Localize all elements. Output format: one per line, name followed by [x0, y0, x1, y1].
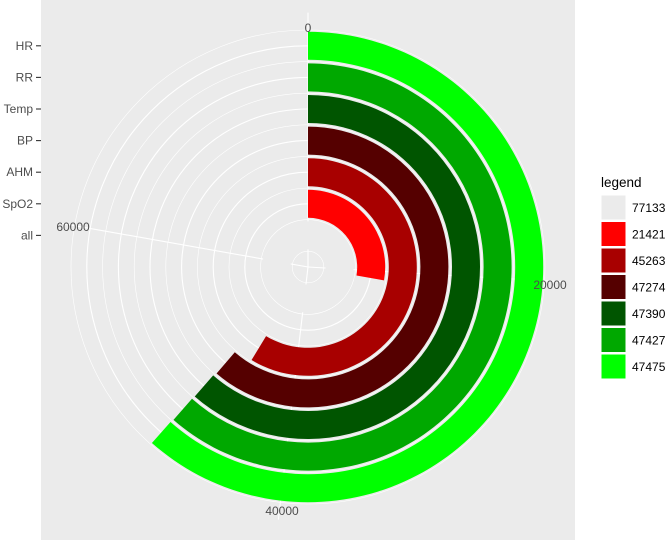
legend-swatch	[600, 221, 627, 247]
legend-label: 47390	[632, 307, 666, 321]
bar-rr	[173, 63, 512, 471]
bars-layer	[151, 31, 544, 503]
bar-temp	[194, 95, 481, 440]
legend-swatch	[600, 327, 627, 353]
legend-label: 47427	[632, 334, 666, 348]
legend-label: 45263	[632, 254, 666, 268]
angle-tick-label-0: 0	[305, 21, 312, 35]
angle-tick-labels: 0 20000 40000 60000	[56, 21, 567, 518]
angle-tick-label-60000: 60000	[56, 220, 90, 234]
radial-tick-label: SpO2	[2, 197, 33, 211]
angle-tick-label-20000: 20000	[533, 278, 567, 292]
legend: legend 77133 21421 45263 47274 47390 47427 474…	[600, 175, 666, 380]
radial-tick-label: AHM	[6, 165, 33, 179]
radial-tick-label: all	[21, 228, 33, 242]
legend-swatch	[600, 353, 627, 380]
radial-tick-label: RR	[16, 70, 34, 84]
bar-all	[262, 221, 354, 313]
angle-tick-label-40000: 40000	[265, 504, 299, 518]
legend-label: 77133	[632, 201, 666, 215]
legend-title: legend	[601, 175, 642, 190]
radial-tick-label: BP	[17, 134, 33, 148]
bar-ahm	[251, 158, 417, 376]
legend-swatch	[600, 274, 627, 300]
bar-hr	[151, 31, 544, 503]
legend-label: 47274	[632, 281, 666, 295]
radial-tick-label: HR	[16, 39, 34, 53]
bar-bp	[216, 126, 449, 408]
legend-label: 47475	[632, 360, 666, 374]
legend-swatch	[600, 300, 627, 327]
legend-items: 77133 21421 45263 47274 47390 47427 47475	[600, 194, 666, 380]
radial-axis: HR RR Temp BP AHM SpO2 all	[2, 39, 41, 242]
bar-spo2	[308, 189, 386, 281]
radial-tick-label: Temp	[4, 102, 34, 116]
legend-swatch	[600, 194, 627, 221]
legend-swatch	[600, 247, 627, 274]
legend-label: 21421	[632, 228, 666, 242]
